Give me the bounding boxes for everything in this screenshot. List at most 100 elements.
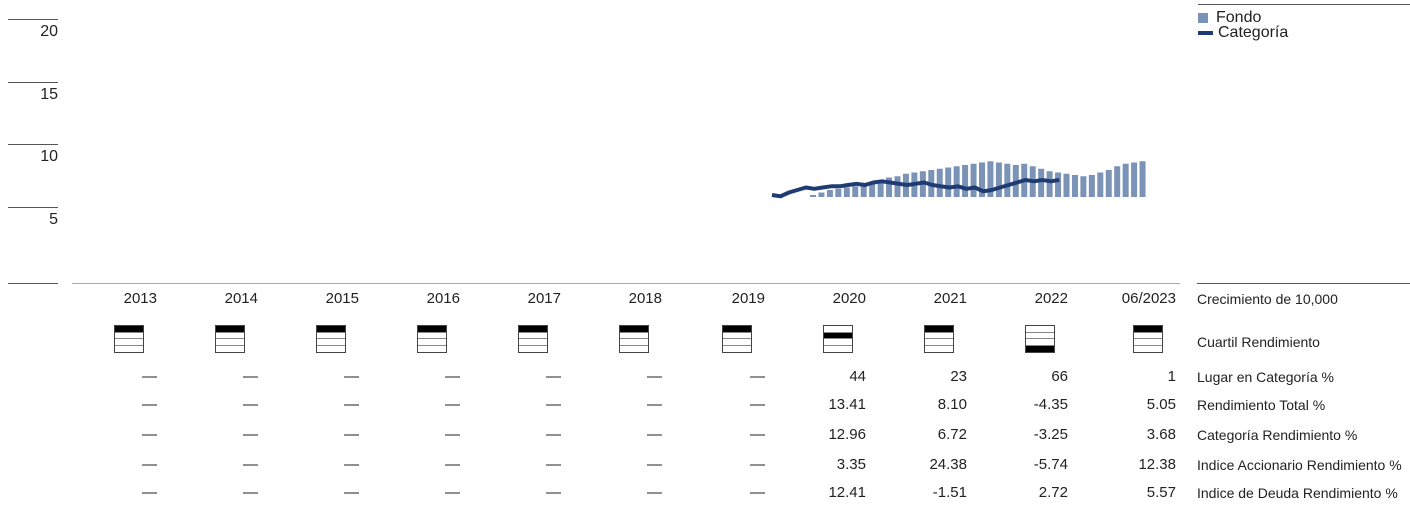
- fund-bar: [810, 195, 816, 197]
- quartile-icon: [114, 325, 144, 353]
- table-cell: 24.38: [929, 456, 967, 473]
- fund-bar: [995, 162, 1002, 197]
- fund-bar: [1122, 163, 1129, 197]
- table-cell: —: [243, 396, 258, 413]
- table-cell: —: [243, 484, 258, 501]
- table-cell: -1.51: [932, 484, 967, 501]
- fund-bar: [987, 161, 994, 197]
- quartile-icon: [823, 325, 853, 353]
- table-cell: —: [344, 484, 359, 501]
- table-cell: —: [344, 456, 359, 473]
- table-cell: —: [445, 368, 460, 385]
- legend-category-label: Categoría: [1218, 23, 1289, 41]
- table-cell: —: [750, 456, 765, 473]
- fund-bar: [1080, 176, 1087, 197]
- table-cell: 8.10: [937, 396, 967, 413]
- table-cell: —: [546, 456, 561, 473]
- fund-bar: [835, 188, 842, 197]
- year-label: 2022: [1034, 290, 1068, 307]
- legend-item-fund: Fondo: [1198, 9, 1410, 26]
- table-cell: —: [647, 426, 662, 443]
- fund-bar: [1063, 173, 1070, 197]
- table-cell: 23: [950, 368, 967, 385]
- row-label: Indice Accionario Rendimiento %: [1197, 457, 1402, 473]
- quartile-icon: [1133, 325, 1163, 353]
- table-cell: 3.68: [1146, 426, 1176, 443]
- year-label: 2014: [224, 290, 258, 307]
- y-tick-label: 20: [8, 19, 58, 42]
- fund-bar: [979, 162, 985, 197]
- table-cell: -5.74: [1033, 456, 1068, 473]
- category-swatch-icon: [1198, 30, 1213, 35]
- table-cell: 5.57: [1146, 484, 1176, 501]
- fund-bar: [852, 186, 859, 197]
- table-cell: 6.72: [937, 426, 967, 443]
- table-cell: 12.96: [828, 426, 866, 443]
- year-label: 2021: [933, 290, 967, 307]
- quartile-icon: [924, 325, 954, 353]
- table-cell: —: [445, 426, 460, 443]
- table-cell: 2.72: [1038, 484, 1068, 501]
- table-row: — — — — — — — 44 23 66 1 Lugar en Categoría %: [0, 365, 1410, 389]
- fund-bar: [886, 177, 893, 197]
- table-cell: —: [243, 426, 258, 443]
- quartile-icon: [1025, 325, 1055, 353]
- table-row: 2013 2014 2015 2016 2017 2018 2019 2020 2021 2022…: [0, 287, 1410, 311]
- fund-bar: [1004, 163, 1011, 197]
- table-cell: —: [647, 368, 662, 385]
- table-cell: -3.25: [1033, 426, 1068, 443]
- row-label: Lugar en Categoría %: [1197, 369, 1334, 385]
- year-label: 2016: [426, 290, 460, 307]
- fund-bar: [818, 192, 825, 197]
- table-cell: —: [647, 396, 662, 413]
- fund-bar: [1139, 161, 1146, 197]
- year-label: 2020: [832, 290, 866, 307]
- table-cell: —: [142, 426, 157, 443]
- fund-bar: [1071, 175, 1078, 197]
- table-cell: —: [445, 396, 460, 413]
- category-line: [771, 178, 1060, 199]
- table-cell: —: [750, 396, 765, 413]
- row-label: Indice de Deuda Rendimiento %: [1197, 485, 1398, 501]
- year-label: 2019: [731, 290, 765, 307]
- year-label: 06/2023: [1121, 290, 1176, 307]
- fund-bar: [877, 180, 884, 197]
- table-cell: —: [344, 368, 359, 385]
- table-cell: 66: [1051, 368, 1068, 385]
- fund-bar: [945, 167, 952, 197]
- fund-bar: [860, 183, 867, 197]
- table-cell: —: [546, 426, 561, 443]
- table-cell: —: [546, 368, 561, 385]
- table-row: — — — — — — — 12.96 6.72 -3.25 3.68 Categoría Rendi…: [0, 423, 1410, 447]
- table-cell: —: [344, 426, 359, 443]
- quartile-icon: [417, 325, 447, 353]
- quartile-icon: [722, 325, 752, 353]
- fund-bar: [953, 166, 960, 197]
- quartile-icon: [619, 325, 649, 353]
- table-cell: —: [142, 396, 157, 413]
- table-cell: —: [142, 368, 157, 385]
- y-tick-label: 10: [8, 144, 58, 167]
- fund-bar: [936, 168, 943, 197]
- fund-bar: [1046, 171, 1053, 197]
- table-cell: —: [546, 484, 561, 501]
- quartile-icon: [215, 325, 245, 353]
- fund-bar: [1097, 172, 1104, 197]
- table-cell: —: [546, 396, 561, 413]
- fund-bar: [1088, 175, 1095, 197]
- fund-swatch-icon: [1198, 12, 1208, 23]
- table-cell: 1: [1167, 368, 1176, 385]
- fund-bar: [962, 165, 969, 197]
- legend: Fondo Categoría: [1198, 4, 1410, 41]
- year-label: 2018: [628, 290, 662, 307]
- table-cell: —: [142, 484, 157, 501]
- quartile-icon: [518, 325, 548, 353]
- y-tick-label: 5: [8, 206, 58, 230]
- year-label: 2015: [325, 290, 359, 307]
- year-label: 2013: [123, 290, 157, 307]
- table-cell: —: [750, 426, 765, 443]
- fund-bar: [1038, 168, 1045, 197]
- fund-bar: [970, 163, 977, 197]
- fund-bar: [843, 187, 850, 197]
